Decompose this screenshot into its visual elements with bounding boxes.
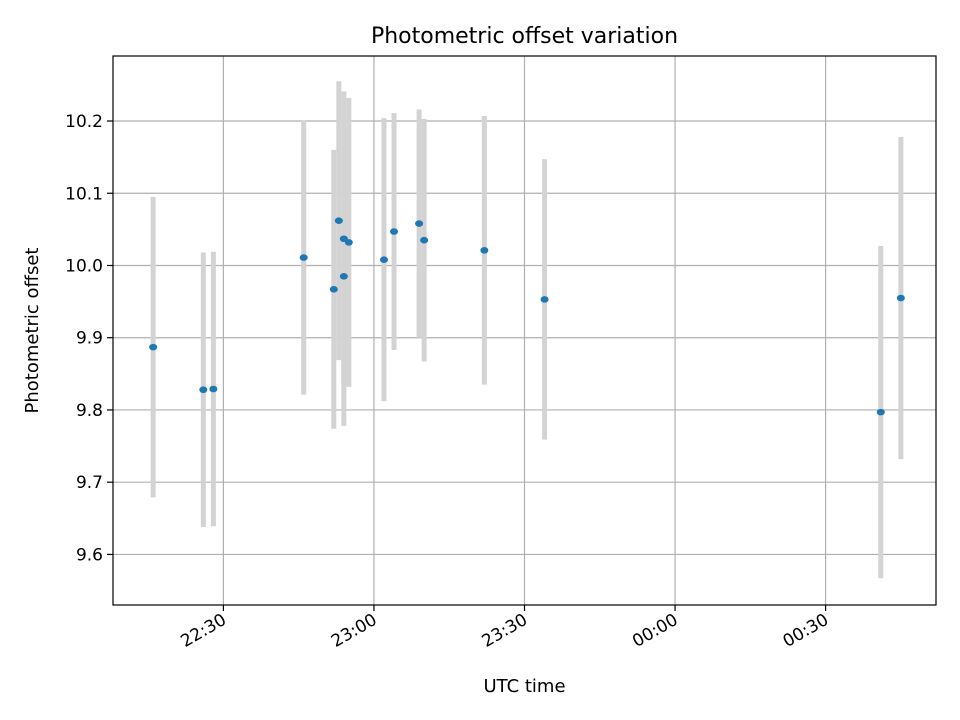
chart-title: Photometric offset variation bbox=[371, 24, 678, 49]
data-point bbox=[420, 236, 429, 244]
data-point bbox=[334, 217, 343, 224]
y-tick-label: 10.2 bbox=[65, 112, 103, 132]
data-point bbox=[540, 296, 549, 303]
data-point bbox=[209, 385, 218, 393]
y-tick-label: 10.0 bbox=[65, 256, 103, 276]
data-point bbox=[344, 239, 353, 246]
errorbar-layer bbox=[150, 81, 904, 579]
x-axis-label: UTC time bbox=[483, 676, 565, 697]
tick-layer: 9.6 9.7 9.8 9.9 10.0 10.1 10.2 22:30 23:00 23:30 0… bbox=[65, 112, 832, 652]
data-point bbox=[299, 254, 308, 261]
y-tick-label: 9.9 bbox=[76, 329, 103, 349]
data-point bbox=[896, 294, 905, 302]
data-point bbox=[876, 408, 885, 416]
x-tick-label: 00:00 bbox=[629, 610, 681, 652]
x-tick-label: 00:30 bbox=[780, 610, 832, 652]
data-point-layer bbox=[149, 217, 905, 416]
data-point bbox=[149, 343, 158, 351]
data-point bbox=[329, 286, 338, 293]
data-point bbox=[390, 228, 399, 235]
x-tick-label: 23:30 bbox=[479, 610, 531, 652]
y-axis-label: Photometric offset bbox=[22, 248, 43, 414]
y-tick-label: 10.1 bbox=[65, 184, 103, 204]
grid-layer bbox=[113, 56, 936, 605]
x-tick-label: 22:30 bbox=[177, 610, 229, 652]
data-point bbox=[339, 273, 348, 280]
y-tick-label: 9.6 bbox=[76, 545, 103, 565]
x-tick-label: 23:00 bbox=[328, 610, 380, 652]
data-point bbox=[199, 386, 208, 394]
y-tick-label: 9.8 bbox=[76, 401, 103, 421]
y-tick-label: 9.7 bbox=[76, 473, 103, 493]
data-point bbox=[415, 220, 424, 227]
data-point bbox=[480, 247, 489, 254]
data-point bbox=[379, 256, 388, 264]
